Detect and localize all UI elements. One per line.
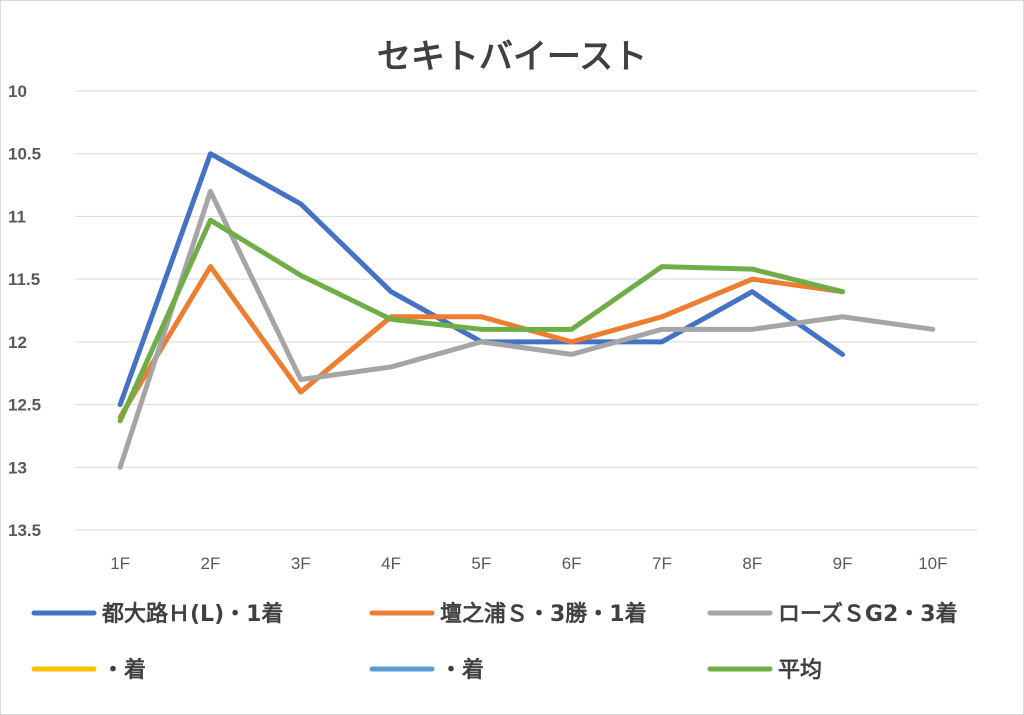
x-tick-label: 5F <box>471 554 491 573</box>
legend-label-2: ローズＳG2・3着 <box>778 601 958 627</box>
series-line-1 <box>117 264 846 420</box>
x-tick-label: 9F <box>833 554 853 573</box>
y-tick-label: 13.5 <box>8 521 41 540</box>
y-tick-label: 10.5 <box>8 145 41 164</box>
legend-label-3: ・着 <box>102 657 146 683</box>
series-line-5 <box>117 217 846 424</box>
y-tick-label: 13 <box>8 458 27 477</box>
legend-label-4: ・着 <box>440 657 484 683</box>
y-axis-ticks: 10 10.5 11 11.5 12 12.5 13 13.5 <box>8 82 41 540</box>
legend: 都大路Ｈ(L)・1着 壇之浦Ｓ・3勝・1着 ローズＳG2・3着・着 ・着 平均 <box>31 601 958 683</box>
series-line-2 <box>117 188 936 470</box>
y-tick-label: 11.5 <box>8 270 40 289</box>
y-tick-label: 11 <box>8 207 26 226</box>
x-tick-label: 2F <box>201 554 221 573</box>
x-tick-label: 1F <box>110 554 130 573</box>
x-axis-ticks: 1F 2F 3F 4F 5F 6F 7F 8F 9F 10F <box>110 554 947 573</box>
y-tick-label: 12 <box>8 333 27 352</box>
x-tick-label: 7F <box>652 554 672 573</box>
y-tick-label: 10 <box>8 82 27 101</box>
legend-label-1: 壇之浦Ｓ・3勝・1着 <box>440 601 647 627</box>
chart-title: セキトバイースト <box>377 37 647 77</box>
x-tick-label: 10F <box>918 554 947 573</box>
series-lines <box>117 151 936 470</box>
x-tick-label: 4F <box>381 554 401 573</box>
legend-label-5: 平均 <box>778 657 822 683</box>
x-tick-label: 8F <box>742 554 762 573</box>
y-tick-label: 12.5 <box>8 396 41 415</box>
legend-label-0: 都大路Ｈ(L)・1着 <box>101 601 283 627</box>
x-tick-label: 3F <box>291 554 311 573</box>
x-tick-label: 6F <box>562 554 582 573</box>
